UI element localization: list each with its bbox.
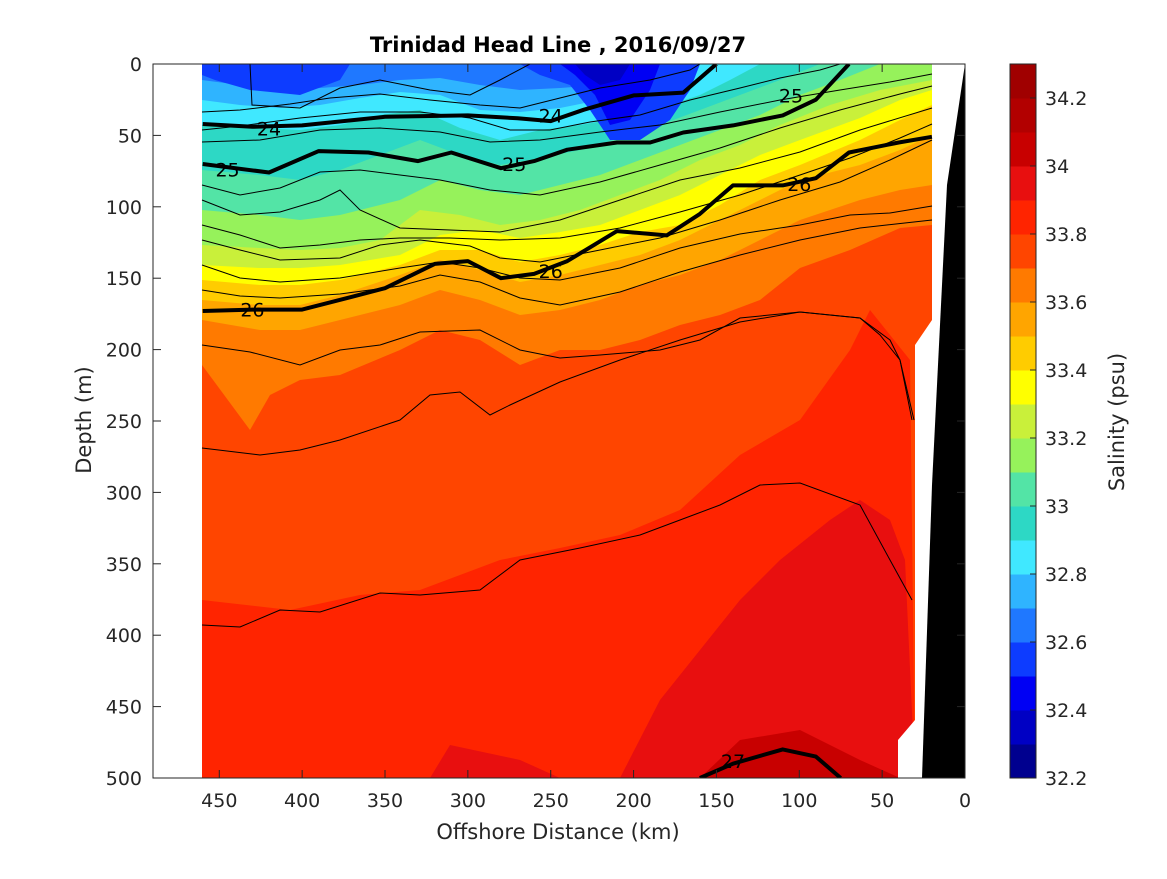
salinity-band-34-2 (620, 500, 915, 778)
x-tick-label: 0 (959, 790, 971, 812)
contour-label-26: 26 (787, 174, 811, 196)
y-tick-label: 50 (118, 125, 142, 147)
salinity-fill-layer (202, 64, 965, 778)
thin-contour (201, 482, 913, 628)
x-tick-label: 50 (870, 790, 894, 812)
y-tick-label: 200 (106, 340, 142, 362)
colorbar-swatch (1010, 506, 1036, 541)
thin-contour (201, 64, 701, 113)
salinity-band-32-8-west (202, 64, 350, 95)
contour-label-25: 25 (215, 160, 239, 182)
contour-labels: 24 24 25 25 25 26 26 26 27 (215, 85, 811, 773)
colorbar-swatch (1010, 608, 1036, 643)
y-tick-label: 300 (106, 482, 142, 504)
thin-contour (249, 64, 531, 109)
contour-24-line (202, 64, 718, 129)
contour-27-line (699, 747, 843, 778)
contour-label-27: 27 (721, 751, 745, 773)
plot-area: 24 24 25 25 25 26 26 26 27 (152, 63, 966, 779)
colorbar-swatch (1010, 268, 1036, 303)
colorbar-swatch (1010, 438, 1036, 473)
bold-density-contours (202, 64, 933, 778)
contour-label-24: 24 (539, 105, 563, 127)
x-tick-label: 350 (367, 790, 403, 812)
x-axis: 450 400 350 300 250 200 150 100 50 0 (201, 64, 971, 812)
salinity-band-32-6 (575, 64, 630, 85)
colorbar-label: Salinity (psu) (1105, 353, 1129, 491)
y-axis: 0 50 100 150 200 250 300 350 400 450 500 (106, 54, 965, 790)
colorbar-swatch (1010, 370, 1036, 405)
colorbar-tick-label: 32.4 (1045, 700, 1087, 722)
y-tick-label: 150 (106, 268, 142, 290)
colorbar-swatch (1010, 404, 1036, 439)
colorbar-tick-label: 33.8 (1045, 224, 1087, 246)
x-tick-label: 200 (615, 790, 651, 812)
x-tick-label: 450 (201, 790, 237, 812)
salinity-band-32-7 (560, 64, 660, 125)
x-tick-label: 250 (533, 790, 569, 812)
colorbar-swatch (1010, 472, 1036, 507)
salinity-band-34-2b (430, 745, 560, 778)
y-tick-label: 100 (106, 197, 142, 219)
colorbar-tick-label: 33 (1045, 496, 1069, 518)
thin-contour (201, 85, 933, 196)
colorbar-swatch (1010, 98, 1036, 133)
thin-contour (201, 123, 933, 249)
thin-contour (201, 139, 933, 263)
x-tick-label: 100 (781, 790, 817, 812)
bottom-topography (922, 64, 965, 778)
colorbar-tick-label: 32.6 (1045, 632, 1087, 654)
colorbar-tick-label: 32.2 (1045, 768, 1087, 790)
colorbar: 32.2 32.4 32.6 32.8 33 33.2 33.4 33.6 33.8 34 34.2 (1009, 63, 1087, 790)
colorbar-swatch (1010, 710, 1036, 745)
colorbar-tick-label: 34.2 (1045, 88, 1087, 110)
thin-density-contours (201, 64, 933, 628)
x-tick-label: 150 (698, 790, 734, 812)
contour-25-line (202, 64, 851, 175)
colorbar-swatch (1010, 676, 1036, 711)
colorbar-swatch (1010, 744, 1036, 779)
colorbar-tick-label: 33.4 (1045, 360, 1087, 382)
chart-title: Trinidad Head Line , 2016/09/27 (370, 33, 746, 57)
colorbar-swatch (1010, 642, 1036, 677)
y-tick-label: 450 (106, 697, 142, 719)
colorbar-swatch (1010, 574, 1036, 609)
colorbar-swatch (1010, 336, 1036, 371)
colorbar-tick-label: 33.2 (1045, 428, 1087, 450)
y-axis-label: Depth (m) (72, 366, 96, 473)
contour-label-24: 24 (257, 118, 281, 140)
y-tick-label: 0 (130, 54, 142, 76)
contour-label-25: 25 (779, 85, 803, 107)
thin-contour (201, 205, 933, 283)
x-axis-label: Offshore Distance (km) (436, 820, 679, 844)
colorbar-swatch (1010, 166, 1036, 201)
contour-label-25: 25 (502, 154, 526, 176)
thin-contour (201, 73, 933, 143)
y-tick-label: 400 (106, 625, 142, 647)
colorbar-tick-label: 32.8 (1045, 564, 1087, 586)
thin-contour (201, 64, 841, 131)
colorbar-swatch (1010, 540, 1036, 575)
colorbar-swatch (1010, 132, 1036, 167)
y-tick-label: 500 (106, 768, 142, 790)
thin-contour (201, 311, 913, 456)
x-tick-label: 300 (450, 790, 486, 812)
contour-label-26: 26 (240, 300, 264, 322)
thin-contour (201, 107, 933, 233)
colorbar-swatch (1010, 64, 1036, 99)
colorbar-tick-label: 34 (1045, 156, 1069, 178)
contour-label-26: 26 (539, 261, 563, 283)
x-tick-label: 400 (284, 790, 320, 812)
colorbar-swatch (1010, 200, 1036, 235)
colorbar-frame (1009, 63, 1037, 779)
contour-26-line (202, 134, 933, 313)
colorbar-tick-label: 33.6 (1045, 292, 1087, 314)
colorbar-swatch (1010, 302, 1036, 337)
y-tick-label: 250 (106, 411, 142, 433)
thin-contour (201, 219, 933, 306)
y-tick-label: 350 (106, 554, 142, 576)
colorbar-swatch (1010, 234, 1036, 269)
